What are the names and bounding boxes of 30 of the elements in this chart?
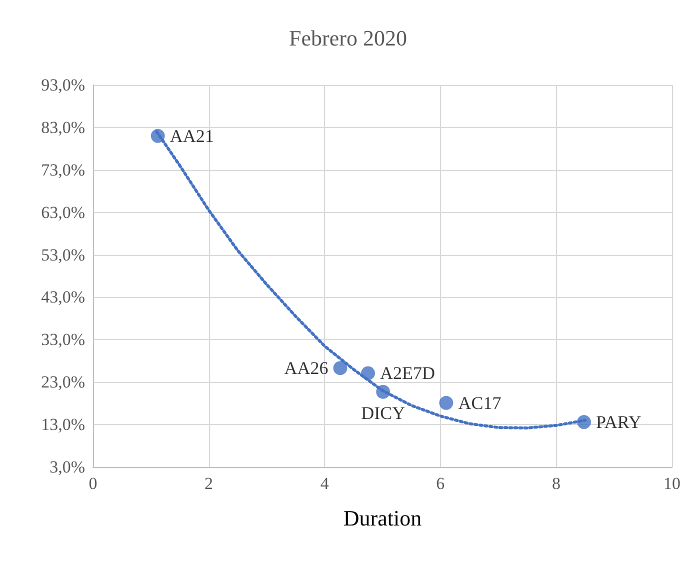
- x-tick-label: 6: [436, 474, 445, 493]
- data-label: PARY: [596, 412, 642, 432]
- point: [333, 361, 348, 376]
- y-tick-label: 53,0%: [41, 245, 85, 264]
- point: [439, 396, 454, 410]
- x-tick-label: 2: [204, 474, 214, 493]
- y-tick-label: 3,0%: [50, 458, 85, 476]
- data-label: AA26: [284, 358, 328, 378]
- y-tick-label: 63,0%: [41, 202, 85, 222]
- data-label: DICY: [361, 402, 406, 423]
- x-tick-label: 8: [552, 474, 560, 493]
- point: [361, 366, 376, 380]
- y-tick-label: 13,0%: [41, 415, 85, 434]
- y-tick-label: 43,0%: [41, 288, 85, 307]
- x-tick-label: 0: [88, 474, 98, 493]
- y-tick-label: 73,0%: [41, 160, 85, 180]
- x-tick-label: 4: [320, 474, 330, 493]
- y-tick-label: 33,0%: [41, 330, 85, 350]
- x-axis-title: Duration: [343, 506, 422, 530]
- data-label: AA21: [170, 126, 214, 146]
- y-tick-label: 23,0%: [41, 372, 85, 392]
- point: [577, 415, 591, 430]
- y-tick-label: 83,0%: [41, 118, 85, 137]
- chart-title: Febrero 2020: [289, 26, 407, 50]
- data-label: AC17: [458, 392, 502, 413]
- x-tick-label: 10: [664, 474, 680, 493]
- y-tick-label: 93,0%: [41, 76, 85, 94]
- data-label: A2E7D: [380, 363, 436, 384]
- point: [376, 384, 390, 399]
- point: [150, 128, 165, 143]
